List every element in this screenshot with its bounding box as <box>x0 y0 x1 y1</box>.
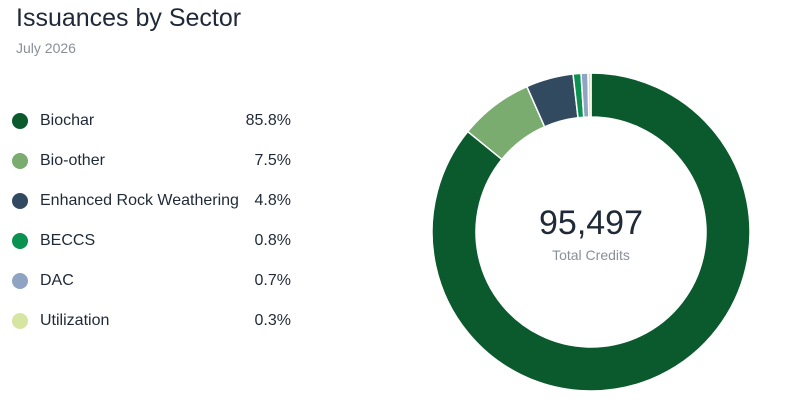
chart-title: Issuances by Sector <box>16 4 242 32</box>
legend-label: Biochar <box>40 112 95 129</box>
legend-label: DAC <box>40 272 74 289</box>
legend-item-dac: DAC 0.7% <box>12 261 297 301</box>
legend-value: 4.8% <box>254 192 291 209</box>
legend-value: 7.5% <box>254 152 291 169</box>
legend-swatch <box>12 313 28 329</box>
legend-item-bio-other: Bio-other 7.5% <box>12 141 297 181</box>
legend-swatch <box>12 233 28 249</box>
legend-value: 0.7% <box>254 272 291 289</box>
legend-swatch <box>12 153 28 169</box>
legend-label: Utilization <box>40 312 110 329</box>
chart-subtitle: July 2026 <box>16 40 76 56</box>
donut-chart <box>431 72 751 392</box>
slice-biochar <box>431 72 751 392</box>
legend-item-beccs: BECCS 0.8% <box>12 221 297 261</box>
legend-item-utilization: Utilization 0.3% <box>12 301 297 341</box>
legend-value: 0.8% <box>254 232 291 249</box>
legend-label: Bio-other <box>40 152 105 169</box>
legend-swatch <box>12 113 28 129</box>
legend-item-enhanced-rock-weathering: Enhanced Rock Weathering 4.8% <box>12 181 297 221</box>
legend-value: 85.8% <box>245 112 291 129</box>
legend-swatch <box>12 273 28 289</box>
slice-utilization <box>587 72 592 118</box>
legend-label: BECCS <box>40 232 96 249</box>
legend-label: Enhanced Rock Weathering <box>40 192 239 209</box>
legend-swatch <box>12 193 28 209</box>
legend-value: 0.3% <box>254 312 291 329</box>
legend-item-biochar: Biochar 85.8% <box>12 101 297 141</box>
legend: Biochar 85.8% Bio-other 7.5% Enhanced Rock W… <box>12 101 297 341</box>
